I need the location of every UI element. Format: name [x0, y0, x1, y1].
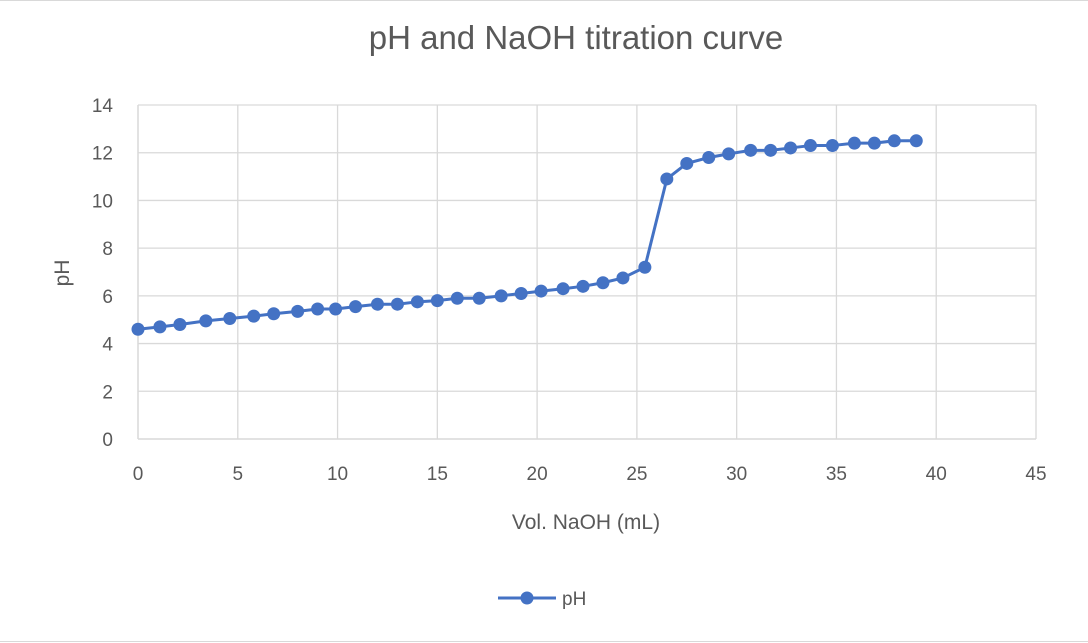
data-point	[556, 282, 570, 296]
data-point	[784, 141, 798, 155]
y-tick-label: 12	[92, 144, 113, 165]
data-point	[534, 284, 548, 298]
x-tick-label: 25	[626, 464, 647, 485]
data-point	[638, 260, 652, 274]
x-tick-label: 20	[527, 464, 548, 485]
y-tick-label: 0	[102, 430, 113, 451]
data-point	[616, 271, 630, 285]
x-tick-label: 0	[133, 464, 144, 485]
chart-title: pH and NaOH titration curve	[369, 19, 784, 56]
data-point	[825, 139, 839, 153]
data-point	[887, 134, 901, 148]
data-point	[370, 297, 384, 311]
series-layer	[131, 134, 923, 336]
x-tick-label: 30	[726, 464, 747, 485]
legend-marker	[520, 591, 534, 605]
data-point	[494, 289, 508, 303]
y-tick-label: 14	[92, 96, 114, 117]
data-point	[199, 314, 213, 328]
x-tick-label: 15	[427, 464, 448, 485]
data-point	[514, 286, 528, 300]
data-point	[702, 150, 716, 164]
data-point	[291, 304, 305, 318]
gridlines	[138, 104, 1037, 439]
data-point	[247, 309, 261, 323]
data-point	[909, 134, 923, 148]
x-axis-title: Vol. NaOH (mL)	[512, 511, 660, 534]
x-tick-label: 35	[826, 464, 847, 485]
y-tick-label: 6	[102, 287, 113, 308]
axes	[137, 105, 1036, 440]
data-point	[267, 307, 281, 321]
data-point	[223, 312, 237, 326]
x-tick-label: 5	[232, 464, 243, 485]
data-point	[744, 143, 758, 157]
data-point	[576, 279, 590, 293]
legend: pH	[498, 589, 586, 610]
data-point	[596, 276, 610, 290]
data-point	[680, 156, 694, 170]
data-point	[329, 302, 343, 316]
data-point	[410, 295, 424, 309]
data-point	[660, 172, 674, 186]
x-tick-label: 40	[926, 464, 947, 485]
data-point	[764, 143, 778, 157]
y-axis-title: pH	[51, 260, 74, 287]
y-tick-label: 8	[102, 239, 113, 260]
y-tick-label: 4	[102, 335, 113, 356]
x-tick-label: 10	[327, 464, 348, 485]
data-point	[847, 136, 861, 150]
y-tick-label: 2	[102, 382, 113, 403]
data-point	[173, 317, 187, 331]
data-point	[131, 322, 145, 336]
x-tick-label: 45	[1025, 464, 1046, 485]
data-point	[430, 294, 444, 308]
data-point	[311, 302, 325, 316]
series-line-ph	[137, 139, 917, 331]
legend-label-ph: pH	[562, 589, 586, 610]
data-point	[450, 291, 464, 305]
y-tick-label: 10	[92, 191, 113, 212]
data-point	[153, 320, 167, 334]
data-point	[804, 139, 818, 153]
data-point	[867, 136, 881, 150]
data-point	[390, 297, 404, 311]
data-point	[472, 291, 486, 305]
data-point	[349, 300, 363, 314]
data-point	[722, 147, 736, 161]
tick-labels: 0 2 4 6 8 10 12 14 0 5 10 15 20 25 30 35 40 45	[92, 96, 1047, 485]
